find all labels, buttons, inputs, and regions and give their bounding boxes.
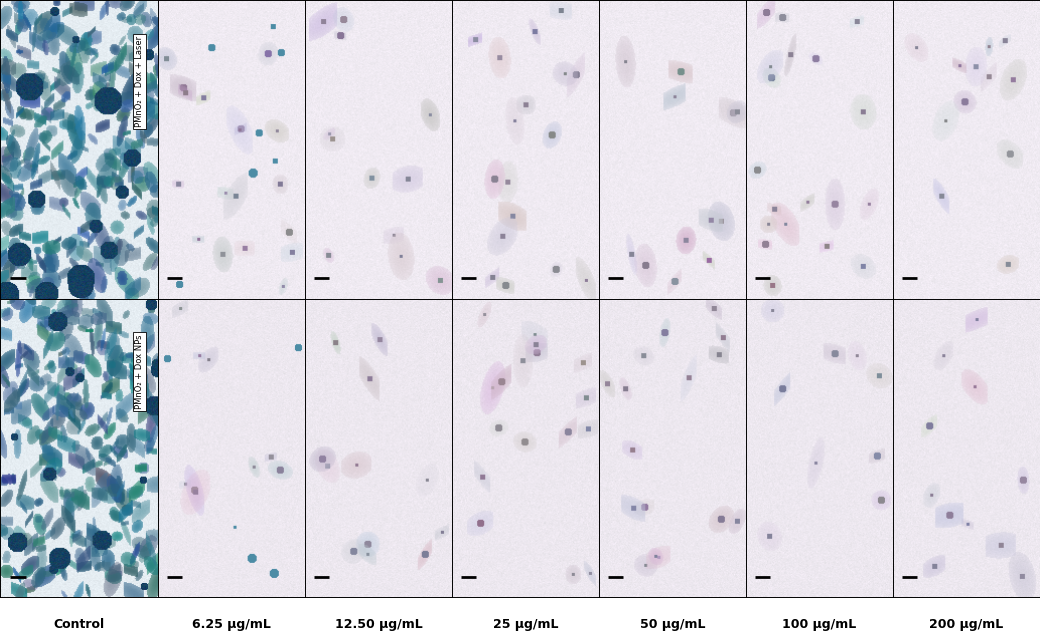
Text: 6.25 µg/mL: 6.25 µg/mL — [192, 618, 271, 632]
Text: PMnO₂ + Dox + Laser: PMnO₂ + Dox + Laser — [134, 36, 144, 127]
Text: PMnO₂ + Dox NPs: PMnO₂ + Dox NPs — [134, 334, 144, 409]
Text: 12.50 µg/mL: 12.50 µg/mL — [335, 618, 422, 632]
Text: 100 µg/mL: 100 µg/mL — [782, 618, 857, 632]
Text: Control: Control — [53, 618, 105, 632]
Text: 200 µg/mL: 200 µg/mL — [930, 618, 1004, 632]
Text: 25 µg/mL: 25 µg/mL — [493, 618, 558, 632]
Text: 50 µg/mL: 50 µg/mL — [640, 618, 705, 632]
